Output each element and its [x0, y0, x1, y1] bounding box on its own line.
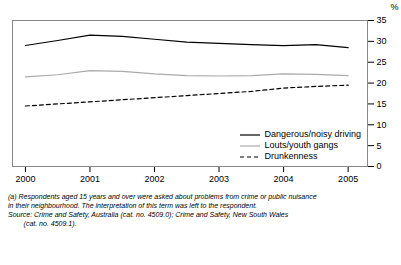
- svg-text:2001: 2001: [80, 174, 100, 184]
- html-text:in their neighbourhood. The in: in their neighbourhood. The interpretati…: [8, 202, 257, 209]
- svg-text:2003: 2003: [209, 174, 229, 184]
- svg-text:20: 20: [377, 78, 387, 88]
- html-text:(cat. no. 4509.1).: (cat. no. 4509.1).: [8, 220, 77, 227]
- svg-text:10: 10: [377, 120, 387, 130]
- html-text:Louts/youth gangs: Louts/youth gangs: [264, 140, 338, 150]
- svg-text:15: 15: [377, 99, 387, 109]
- svg-text:0: 0: [377, 161, 382, 171]
- svg-text:25: 25: [377, 57, 387, 67]
- svg-text:35: 35: [377, 15, 387, 25]
- svg-text:30: 30: [377, 36, 387, 46]
- svg-text:5: 5: [377, 141, 382, 151]
- html-text:Dangerous/noisy driving: Dangerous/noisy driving: [264, 129, 361, 139]
- svg-text:2004: 2004: [274, 174, 294, 184]
- html-text:Drunkenness: Drunkenness: [264, 151, 318, 161]
- html-text:(a) Respondents aged 15 years: (a) Respondents aged 15 years and over w…: [8, 193, 317, 200]
- svg-text:%: %: [390, 2, 398, 12]
- svg-text:2005: 2005: [338, 174, 358, 184]
- svg-text:2000: 2000: [15, 174, 35, 184]
- html-text:Source: Crime and Safety, Aust: Source: Crime and Safety, Australia (cat…: [8, 211, 289, 218]
- svg-text:2002: 2002: [144, 174, 164, 184]
